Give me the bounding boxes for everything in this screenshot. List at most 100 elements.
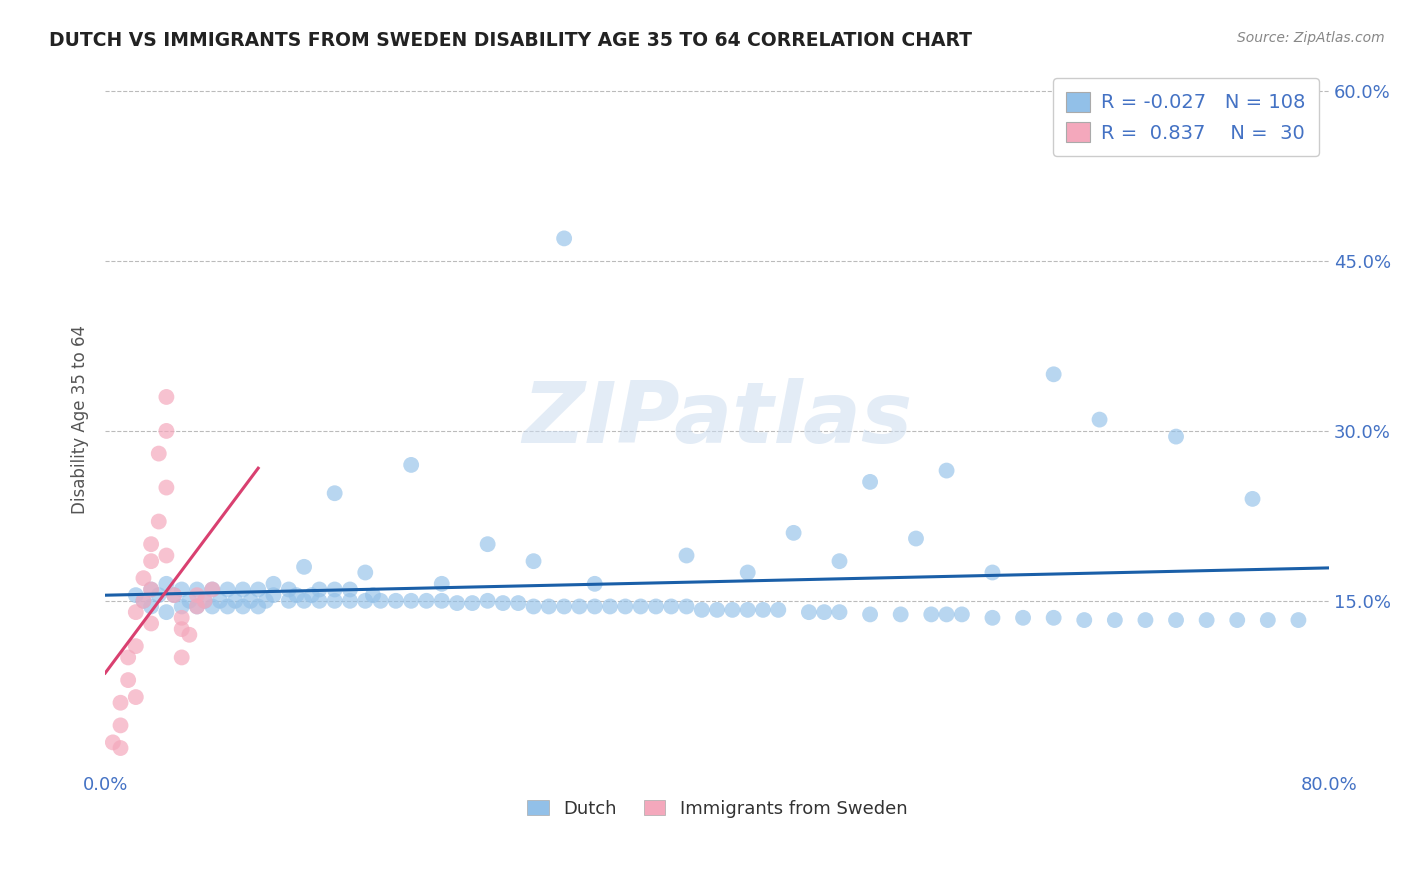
Point [263, 588, 285, 602]
Point [492, 596, 515, 610]
Point [583, 599, 606, 614]
Point [132, 571, 155, 585]
Point [630, 599, 652, 614]
Point [170, 622, 193, 636]
Point [1042, 611, 1064, 625]
Point [125, 639, 148, 653]
Point [920, 607, 942, 622]
Point [170, 611, 193, 625]
Point [477, 537, 499, 551]
Point [1012, 611, 1035, 625]
Point [186, 582, 208, 597]
Point [935, 464, 957, 478]
Point [553, 231, 575, 245]
Point [224, 594, 246, 608]
Point [170, 599, 193, 614]
Point [1257, 613, 1279, 627]
Point [323, 486, 346, 500]
Point [1135, 613, 1157, 627]
Point [659, 599, 682, 614]
Point [247, 599, 270, 614]
Point [1164, 429, 1187, 443]
Point [1226, 613, 1249, 627]
Point [125, 690, 148, 704]
Point [163, 588, 186, 602]
Point [170, 582, 193, 597]
Point [415, 594, 437, 608]
Point [201, 599, 224, 614]
Point [139, 582, 162, 597]
Point [399, 594, 422, 608]
Point [675, 599, 697, 614]
Point [308, 582, 330, 597]
Point [430, 594, 453, 608]
Point [132, 594, 155, 608]
Point [859, 475, 882, 489]
Point [194, 594, 217, 608]
Point [323, 582, 346, 597]
Point [155, 390, 177, 404]
Point [890, 607, 912, 622]
Point [1164, 613, 1187, 627]
Point [194, 594, 217, 608]
Point [139, 616, 162, 631]
Point [537, 599, 560, 614]
Point [950, 607, 973, 622]
Point [690, 603, 713, 617]
Point [430, 577, 453, 591]
Point [155, 424, 177, 438]
Point [117, 650, 139, 665]
Text: ZIPatlas: ZIPatlas [522, 378, 912, 461]
Point [155, 605, 177, 619]
Point [828, 605, 851, 619]
Point [125, 605, 148, 619]
Point [285, 588, 308, 602]
Point [1042, 368, 1064, 382]
Point [935, 607, 957, 622]
Point [981, 566, 1004, 580]
Point [148, 515, 170, 529]
Point [254, 594, 277, 608]
Point [1073, 613, 1095, 627]
Point [981, 611, 1004, 625]
Point [308, 594, 330, 608]
Point [163, 588, 186, 602]
Point [186, 588, 208, 602]
Point [737, 603, 759, 617]
Point [508, 596, 530, 610]
Point [385, 594, 408, 608]
Point [1088, 412, 1111, 426]
Point [217, 582, 239, 597]
Point [1286, 613, 1309, 627]
Point [148, 588, 170, 602]
Point [179, 628, 201, 642]
Point [737, 566, 759, 580]
Legend: Dutch, Immigrants from Sweden: Dutch, Immigrants from Sweden [520, 792, 914, 825]
Point [477, 594, 499, 608]
Y-axis label: Disability Age 35 to 64: Disability Age 35 to 64 [72, 325, 89, 514]
Point [110, 718, 132, 732]
Point [155, 549, 177, 563]
Point [553, 599, 575, 614]
Point [110, 696, 132, 710]
Point [292, 594, 315, 608]
Point [292, 559, 315, 574]
Point [370, 594, 392, 608]
Point [125, 588, 148, 602]
Text: DUTCH VS IMMIGRANTS FROM SWEDEN DISABILITY AGE 35 TO 64 CORRELATION CHART: DUTCH VS IMMIGRANTS FROM SWEDEN DISABILI… [49, 31, 972, 50]
Point [768, 603, 790, 617]
Point [752, 603, 775, 617]
Point [706, 603, 728, 617]
Point [179, 594, 201, 608]
Point [599, 599, 621, 614]
Point [614, 599, 637, 614]
Text: Source: ZipAtlas.com: Source: ZipAtlas.com [1237, 31, 1385, 45]
Point [361, 588, 384, 602]
Point [323, 594, 346, 608]
Point [170, 650, 193, 665]
Point [277, 594, 299, 608]
Point [675, 549, 697, 563]
Point [139, 599, 162, 614]
Point [797, 605, 820, 619]
Point [239, 594, 262, 608]
